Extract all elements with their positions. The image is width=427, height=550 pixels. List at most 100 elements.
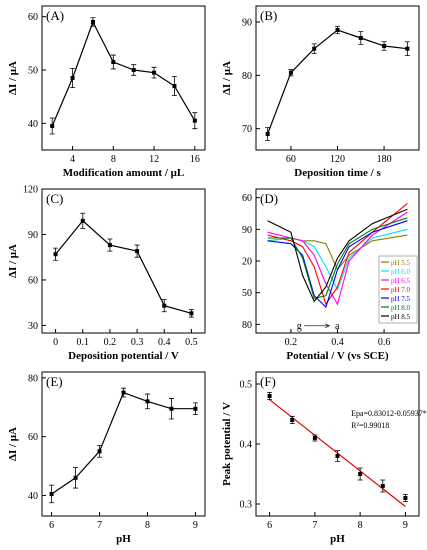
y-tick-label: 40 — [28, 491, 38, 502]
panel-label: (D) — [260, 191, 278, 206]
data-point — [121, 390, 126, 395]
data-point — [131, 68, 136, 72]
data-line — [51, 391, 196, 495]
data-point — [335, 454, 340, 458]
y-tick-label: 80 — [242, 320, 252, 331]
panel-label: (C) — [46, 191, 63, 206]
x-tick-label: 0.5 — [185, 337, 198, 348]
legend-label: pH 8.5 — [391, 313, 411, 321]
x-axis-label: Deposition potential / V — [68, 350, 179, 362]
y-tick-label: 60 — [28, 12, 38, 23]
y-tick-label: 60 — [28, 275, 38, 286]
x-tick-label: 180 — [377, 154, 392, 165]
data-point — [152, 70, 157, 75]
y-tick-label: 20 — [242, 257, 252, 268]
data-point — [335, 28, 340, 32]
plot-frame — [41, 5, 206, 151]
data-point — [288, 70, 293, 75]
x-tick-label: 0.2 — [104, 337, 117, 348]
arrow — [304, 323, 331, 329]
legend-label: pH 6.0 — [391, 268, 411, 276]
y-axis-label: ΔI / μA — [221, 61, 233, 95]
data-point — [358, 472, 363, 476]
x-tick-label: 7 — [312, 520, 317, 531]
annotation: g — [297, 321, 302, 332]
x-tick-label: 12 — [149, 154, 159, 165]
data-point — [382, 44, 387, 48]
data-point — [172, 84, 177, 88]
data-point — [50, 124, 55, 128]
y-tick-label: 80 — [28, 373, 38, 384]
x-tick-label: 8 — [111, 154, 116, 165]
y-tick-label: 90 — [242, 225, 252, 236]
y-tick-label: 50 — [28, 66, 38, 77]
y-tick-label: 80 — [242, 71, 252, 82]
x-tick-label: 9 — [193, 520, 198, 531]
data-point — [312, 436, 317, 440]
data-point — [193, 406, 198, 411]
x-tick-label: 7 — [97, 520, 102, 531]
y-tick-label: 0.3 — [240, 500, 253, 511]
data-point — [169, 406, 174, 411]
x-axis-label: Potential / V (vs SCE) — [286, 350, 389, 362]
data-point — [80, 218, 85, 223]
x-tick-label: 8 — [358, 520, 363, 531]
x-axis-label: Modification amount / μL — [63, 167, 184, 179]
legend-label: pH 7.5 — [391, 295, 411, 303]
panel-label: (E) — [46, 374, 63, 389]
annotation: Epa=0.83012-0.05937*pH — [351, 409, 427, 418]
data-point — [90, 20, 95, 24]
y-axis-label: ΔI / μA — [7, 244, 19, 278]
panel-label: (B) — [260, 8, 277, 23]
data-line — [55, 219, 192, 314]
data-point — [145, 399, 150, 404]
x-tick-label: 4 — [70, 154, 75, 165]
curve — [267, 208, 408, 303]
y-tick-label: 60 — [28, 432, 38, 443]
data-point — [49, 491, 54, 496]
x-tick-label: 60 — [286, 154, 296, 165]
plot-frame — [41, 371, 206, 517]
legend-label: pH 5.5 — [391, 259, 411, 267]
data-line — [51, 20, 196, 127]
data-point — [97, 449, 102, 454]
data-point — [107, 243, 112, 248]
x-tick-label: 0.3 — [131, 337, 144, 348]
data-point — [53, 252, 58, 257]
data-point — [403, 496, 408, 500]
x-tick-label: 9 — [403, 520, 408, 531]
x-tick-label: 120 — [330, 154, 345, 165]
data-point — [192, 118, 197, 123]
x-tick-label: 16 — [190, 154, 200, 165]
data-point — [162, 303, 167, 308]
data-point — [70, 76, 75, 80]
y-tick-label: 120 — [23, 185, 38, 196]
legend-label: pH 7.0 — [391, 286, 411, 294]
data-point — [265, 132, 270, 136]
y-axis-label: Peak potential / V — [221, 402, 233, 486]
y-axis-label: ΔI / μA — [7, 427, 19, 461]
plot-frame — [41, 188, 206, 334]
x-tick-label: 0.1 — [77, 337, 90, 348]
x-tick-label: 0.4 — [158, 337, 171, 348]
y-tick-label: 50 — [242, 288, 252, 299]
x-tick-label: 0.4 — [331, 337, 344, 348]
data-point — [189, 311, 194, 316]
plot-frame — [255, 371, 420, 517]
y-tick-label: 40 — [28, 119, 38, 130]
annotation: a — [335, 321, 340, 332]
legend-label: pH 6.5 — [391, 277, 411, 285]
annotation: R²=0.99018 — [351, 421, 389, 430]
data-point — [358, 36, 363, 40]
data-point — [380, 484, 385, 488]
x-axis-label: pH — [116, 533, 131, 545]
x-tick-label: 0 — [53, 337, 58, 348]
curve — [267, 211, 408, 306]
panel-label: (F) — [260, 374, 276, 389]
y-tick-label: 70 — [242, 124, 252, 135]
y-tick-label: 30 — [28, 321, 38, 332]
x-tick-label: 6 — [267, 520, 272, 531]
data-point — [267, 394, 272, 398]
panel-label: (A) — [46, 8, 64, 23]
